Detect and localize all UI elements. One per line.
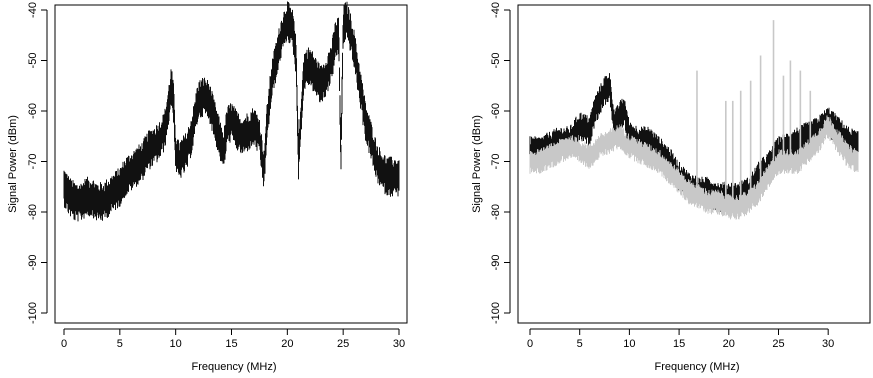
- x-tick-label: 25: [337, 338, 349, 350]
- y-tick-label: -100: [490, 302, 502, 324]
- x-tick-label: 30: [822, 338, 834, 350]
- x-tick-label: 10: [623, 338, 635, 350]
- plot-frame: [54, 4, 408, 324]
- x-tick-label: 20: [723, 338, 735, 350]
- y-tick-label: -50: [27, 53, 39, 69]
- x-tick-label: 5: [577, 338, 583, 350]
- y-tick-label: -80: [490, 204, 502, 220]
- y-tick-label: -60: [27, 103, 39, 119]
- x-tick-label: 30: [393, 338, 405, 350]
- x-tick-label: 20: [281, 338, 293, 350]
- x-axis-title: Frequency (MHz): [655, 361, 740, 373]
- y-axis: -40 -50 -60 -70 -80 -90 -100 Signal Power (dBm): [471, 2, 511, 324]
- y-axis-title: Signal Power (dBm): [471, 115, 483, 213]
- series-0-band: [63, 1, 400, 222]
- y-tick-label: -80: [27, 204, 39, 220]
- x-tick-label: 15: [225, 338, 237, 350]
- y-tick-label: -40: [27, 2, 39, 18]
- x-tick-label: 25: [772, 338, 784, 350]
- x-tick-label: 0: [527, 338, 533, 350]
- x-tick-label: 15: [673, 338, 685, 350]
- y-tick-label: -90: [490, 255, 502, 271]
- y-axis: -40 -50 -60 -70 -80 -90 -100 Signal Power (dBm): [7, 2, 48, 324]
- x-tick-label: 10: [170, 338, 182, 350]
- y-tick-label: -70: [27, 154, 39, 170]
- y-axis-title: Signal Power (dBm): [7, 115, 19, 213]
- y-tick-label: -40: [490, 2, 502, 18]
- series-1-trace: [529, 20, 859, 220]
- x-axis: 0 5 10 15 20 25 30 Frequency (MHz): [61, 328, 405, 373]
- x-axis-title: Frequency (MHz): [192, 361, 277, 373]
- y-tick-label: -50: [490, 53, 502, 69]
- series-1-band: [529, 115, 859, 220]
- x-axis: 0 5 10 15 20 25 30 Frequency (MHz): [527, 328, 834, 373]
- y-tick-label: -90: [27, 255, 39, 271]
- y-tick-label: -60: [490, 103, 502, 119]
- series-0-trace: [63, 1, 400, 222]
- x-tick-label: 5: [117, 338, 123, 350]
- plot-frame: [517, 4, 871, 324]
- x-tick-label: 0: [61, 338, 67, 350]
- y-tick-label: -100: [27, 302, 39, 324]
- y-tick-label: -70: [490, 154, 502, 170]
